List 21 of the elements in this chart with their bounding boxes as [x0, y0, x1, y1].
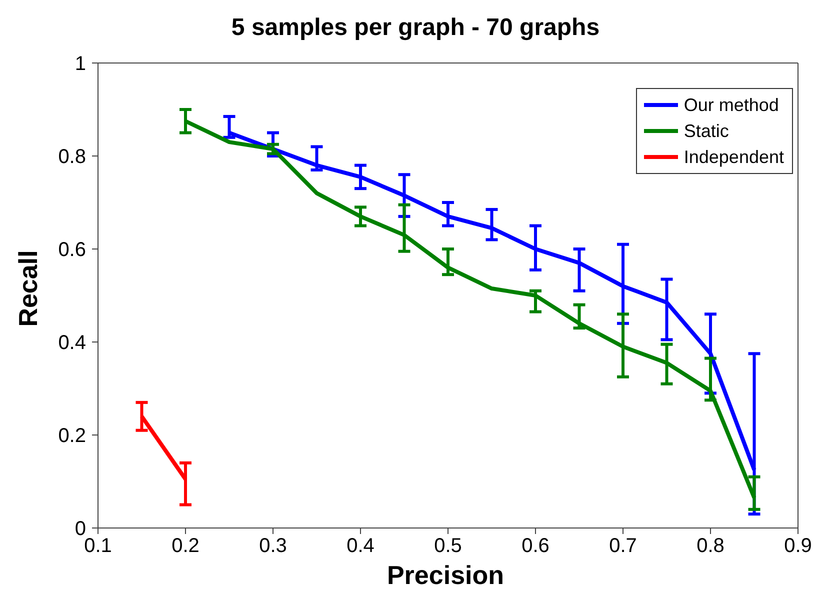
x-tick-label: 0.7 — [609, 535, 637, 558]
y-tick-label: 1 — [74, 53, 86, 76]
x-tick-label: 0.9 — [784, 535, 812, 558]
x-tick-label: 0.6 — [522, 535, 550, 558]
x-tick-label: 0.5 — [434, 535, 462, 558]
legend-label: Our method — [684, 94, 779, 116]
legend-label: Static — [684, 120, 729, 142]
y-tick-label: 0.4 — [58, 332, 86, 354]
y-tick-label: 0.8 — [58, 146, 86, 168]
x-tick-label: 0.8 — [696, 535, 724, 558]
chart-title: 5 samples per graph - 70 graphs — [230, 13, 601, 43]
x-axis-title: Precision — [386, 560, 506, 591]
x-tick-label: 0.2 — [172, 535, 200, 558]
x-tick-label: 0.1 — [84, 535, 112, 558]
legend-label: Independent — [684, 146, 784, 168]
y-tick-label: 0.2 — [58, 425, 86, 448]
y-axis-title: Recall — [12, 250, 44, 326]
y-tick-label: 0.6 — [58, 239, 86, 262]
x-tick-label: 0.4 — [346, 535, 374, 558]
x-tick-label: 0.3 — [259, 535, 287, 558]
y-tick-label: 0 — [74, 518, 86, 540]
